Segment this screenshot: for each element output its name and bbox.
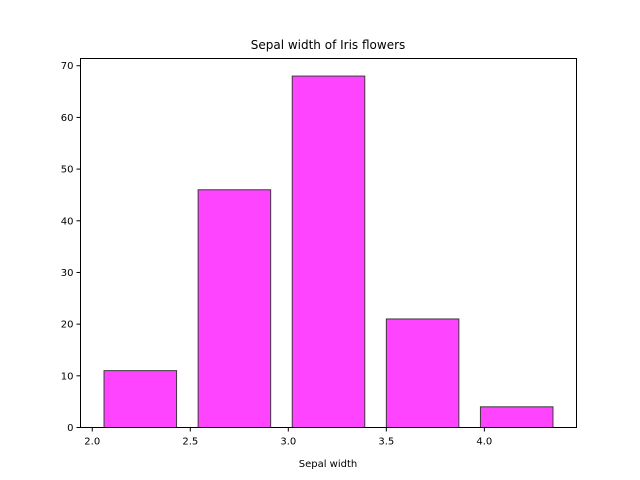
y-tick-label-4: 30 bbox=[61, 268, 74, 279]
y-tick-label-6: 50 bbox=[61, 165, 74, 176]
x-tick-label-2: 2.5 bbox=[182, 437, 198, 448]
y-tick-label-5: 40 bbox=[61, 216, 74, 227]
y-tick-label-1: 0 bbox=[67, 423, 73, 434]
histogram-bar-5 bbox=[479, 406, 554, 428]
plot-frame bbox=[80, 58, 577, 428]
chart-title: Sepal width of Iris flowers bbox=[251, 38, 406, 52]
histogram-bar-4 bbox=[385, 318, 460, 428]
y-tick-label-3: 20 bbox=[61, 320, 74, 331]
histogram-bar-3 bbox=[291, 75, 366, 428]
x-tick-label-1: 2.0 bbox=[84, 437, 100, 448]
histogram-bar-1 bbox=[103, 370, 178, 429]
y-tick-label-2: 10 bbox=[61, 371, 74, 382]
x-tick-label-3: 3.0 bbox=[280, 437, 296, 448]
x-axis-title: Sepal width bbox=[299, 459, 358, 470]
x-tick-label-5: 4.0 bbox=[476, 437, 492, 448]
bars-group bbox=[103, 75, 554, 429]
y-tick-label-8: 70 bbox=[61, 61, 74, 72]
y-tick-label-7: 60 bbox=[61, 113, 74, 124]
x-axis: 2.0 2.5 3.0 3.5 4.0 bbox=[84, 427, 492, 448]
histogram-bar-2 bbox=[197, 189, 272, 428]
y-axis: 0 10 20 30 40 50 60 70 bbox=[61, 61, 81, 434]
x-tick-label-4: 3.5 bbox=[378, 437, 394, 448]
